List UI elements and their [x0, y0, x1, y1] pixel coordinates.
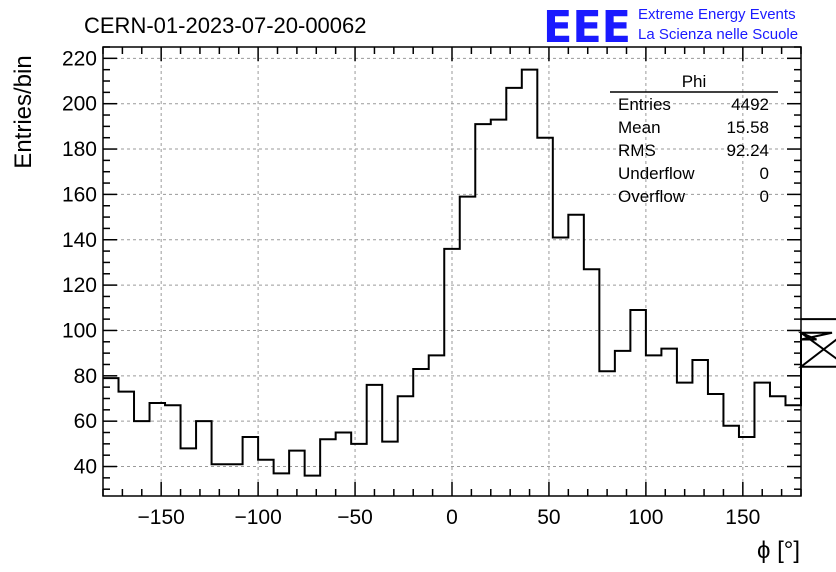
tick-labels: −150 −100 −50 0 50 100 150 40 60 80 100 120 140 160 18…: [62, 47, 760, 529]
x-tick-label: −50: [337, 506, 373, 529]
x-tick-label: 50: [537, 506, 560, 529]
stats-label: Mean: [618, 118, 661, 137]
x-tick-label: 0: [446, 506, 458, 529]
x-axis-label: ϕ [°]: [757, 537, 800, 564]
stats-box: Phi Entries 4492 Mean 15.58 RMS 92.24 Underflo…: [610, 72, 778, 206]
histogram-series: [103, 68, 836, 477]
stats-rows: Entries 4492 Mean 15.58 RMS 92.24 Underflow 0 Ov…: [618, 95, 769, 206]
stats-value: 92.24: [726, 141, 769, 160]
stats-label: Entries: [618, 95, 671, 114]
y-tick-label: 160: [62, 183, 97, 206]
y-tick-label: 40: [74, 456, 97, 479]
y-tick-label: 220: [62, 47, 97, 70]
x-tick-label: 100: [628, 506, 663, 529]
y-tick-label: 60: [74, 410, 97, 433]
x-tick-label: 150: [725, 506, 760, 529]
stats-value: 15.58: [726, 118, 769, 137]
eee-logo: EEE Extreme Energy Events La Scienza nel…: [543, 2, 798, 53]
logo-mark: EEE: [543, 2, 631, 53]
y-tick-label: 100: [62, 319, 97, 342]
stats-value: 0: [760, 187, 769, 206]
stats-label: Overflow: [618, 187, 686, 206]
grid-lines: [103, 47, 801, 496]
x-tick-label: −150: [138, 506, 185, 529]
y-tick-label: 140: [62, 229, 97, 252]
y-tick-label: 200: [62, 93, 97, 116]
stats-label: Underflow: [618, 164, 695, 183]
y-tick-label: 120: [62, 274, 97, 297]
chart-title: CERN-01-2023-07-20-00062: [84, 13, 367, 38]
stats-value: 4492: [731, 95, 769, 114]
stats-label: RMS: [618, 141, 656, 160]
plot-frame: [102, 46, 802, 497]
y-tick-label: 80: [74, 365, 97, 388]
logo-line-1: Extreme Energy Events: [638, 6, 796, 23]
y-tick-label: 180: [62, 138, 97, 161]
logo-line-2: La Scienza nelle Scuole: [638, 26, 798, 43]
axis-ticks: [102, 46, 802, 496]
x-tick-label: −100: [234, 506, 281, 529]
stats-value: 0: [760, 164, 769, 183]
y-axis-label: Entries/bin: [10, 55, 37, 168]
stats-title: Phi: [682, 72, 707, 91]
